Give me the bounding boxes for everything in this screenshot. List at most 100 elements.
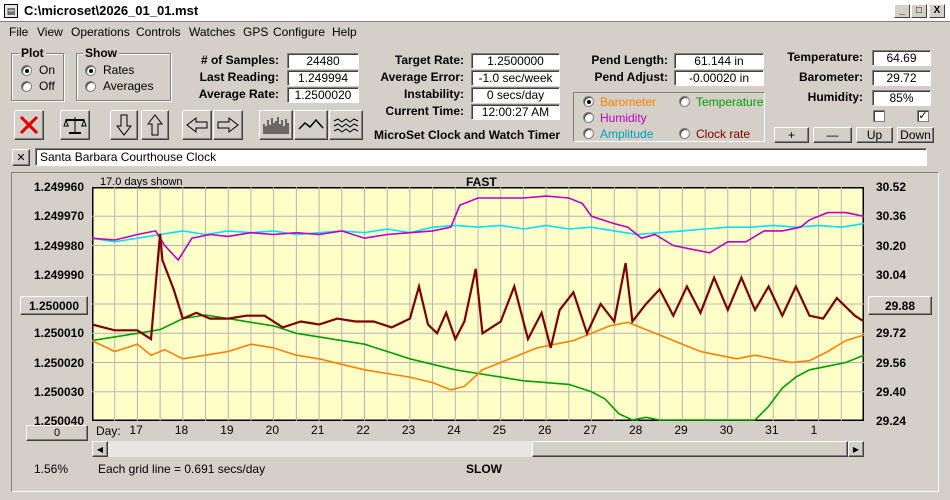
y-tick-left: 1.250010 <box>33 326 84 341</box>
clear-button[interactable] <box>14 110 44 140</box>
amplitude-series-line <box>92 222 864 243</box>
zero-button[interactable]: 0 <box>26 425 88 441</box>
y-tick-right: 30.20 <box>876 238 907 253</box>
arrow-down-icon <box>115 114 133 136</box>
x-tick: 23 <box>401 423 416 437</box>
menu-configure[interactable]: Configure <box>273 25 326 39</box>
down-button[interactable] <box>110 110 138 140</box>
maximize-button[interactable]: □ <box>911 4 927 18</box>
aux-amplitude-radio[interactable] <box>583 128 594 139</box>
aux-temperature-radio[interactable] <box>679 96 690 107</box>
x-tick: 26 <box>538 423 552 437</box>
clear-icon <box>19 115 39 135</box>
last-reading-value: 1.249994 <box>287 70 359 86</box>
env-checkbox-2[interactable]: ✓ <box>917 110 929 122</box>
menu-controls[interactable]: Controls <box>136 25 181 39</box>
env-checkbox-1[interactable] <box>873 110 885 122</box>
x-tick: 24 <box>447 423 461 437</box>
show-averages-label: Averages <box>103 79 154 93</box>
minimize-button[interactable]: _ <box>894 4 910 18</box>
x-tick: 1 <box>810 423 818 437</box>
target-rate-label: Target Rate: <box>394 53 464 67</box>
current-time-label: Current Time: <box>385 104 464 118</box>
left-button[interactable] <box>182 110 212 140</box>
y-tick-right: 30.52 <box>876 180 907 194</box>
instability-label: Instability: <box>403 87 464 101</box>
slow-label: SLOW <box>466 462 502 476</box>
samples-label: # of Samples: <box>200 53 279 67</box>
instability-value: 0 secs/day <box>471 87 560 103</box>
pend-length-value[interactable]: 61.144 in <box>674 53 764 69</box>
bar-chart-icon <box>263 117 289 134</box>
average-error-value: -1.0 sec/week <box>471 70 560 86</box>
up-button[interactable] <box>141 110 169 140</box>
aux-temperature-label: Temperature <box>696 95 764 109</box>
y-tick-left: 1.249980 <box>33 238 84 253</box>
center-rate-button[interactable]: 1.250000 <box>20 296 88 315</box>
aux-humidity-radio[interactable] <box>583 112 594 123</box>
close-clock-button[interactable]: ✕ <box>12 149 30 166</box>
close-button[interactable]: X <box>929 4 945 18</box>
show-rates-label: Rates <box>103 63 135 77</box>
right-button[interactable] <box>213 110 243 140</box>
series-lines <box>92 195 864 421</box>
show-rates-radio[interactable] <box>85 65 96 76</box>
scale-up-button[interactable]: Up <box>856 127 893 143</box>
temperature-series-line <box>92 314 864 421</box>
window-title: C:\microset\2026_01_01.mst <box>24 3 199 18</box>
x-tick: 27 <box>583 423 597 437</box>
x-tick: 20 <box>265 423 279 437</box>
plot-off-radio[interactable] <box>21 81 32 92</box>
scale-minus-button[interactable]: — <box>813 127 852 143</box>
menu-watches[interactable]: Watches <box>189 25 236 39</box>
wave-view-button[interactable] <box>294 110 328 140</box>
horizontal-scrollbar[interactable]: ◀ ▶ <box>92 441 864 457</box>
aux-selector <box>573 92 765 142</box>
aux-clockrate-radio[interactable] <box>679 128 690 139</box>
center-aux-button[interactable]: 29.88 <box>868 296 932 315</box>
x-tick: 17 <box>129 423 143 437</box>
bars-view-button[interactable] <box>259 110 293 140</box>
menu-operations[interactable]: Operations <box>71 25 130 39</box>
aux-barometer-radio[interactable] <box>583 96 594 107</box>
scale-down-button[interactable]: Down <box>897 127 934 143</box>
scroll-thumb[interactable] <box>532 441 848 457</box>
show-averages-radio[interactable] <box>85 81 96 92</box>
x-tick: 28 <box>628 423 643 437</box>
barometer-series-line <box>92 321 864 391</box>
triangle-right-icon: ▶ <box>852 444 860 454</box>
barometer-label: Barometer: <box>798 70 863 84</box>
rate-series-line <box>92 233 864 349</box>
menu-view[interactable]: View <box>37 25 63 39</box>
barometer-value: 29.72 <box>872 70 931 86</box>
multi-wave-view-button[interactable] <box>329 110 363 140</box>
app-icon[interactable]: ▤ <box>4 4 18 18</box>
scroll-right-button[interactable]: ▶ <box>848 441 864 457</box>
target-rate-value[interactable]: 1.2500000 <box>471 53 560 69</box>
balance-button[interactable] <box>60 110 90 140</box>
triangle-left-icon: ◀ <box>96 444 104 454</box>
x-tick: 18 <box>174 423 189 437</box>
plot-on-label: On <box>39 63 56 77</box>
x-tick: 29 <box>674 423 688 437</box>
app-title: MicroSet Clock and Watch Timer <box>374 128 561 142</box>
multi-wave-icon <box>333 118 359 133</box>
aux-amplitude-label: Amplitude <box>600 127 654 141</box>
balance-scale-icon <box>63 117 87 134</box>
y-tick-left: 1.250040 <box>33 414 84 428</box>
plot-on-radio[interactable] <box>21 65 32 76</box>
scale-plus-button[interactable]: + <box>774 127 809 143</box>
menu-file[interactable]: File <box>9 25 29 39</box>
x-tick: 31 <box>765 423 779 437</box>
scroll-left-button[interactable]: ◀ <box>92 441 108 457</box>
clock-name-field[interactable]: Santa Barbara Courthouse Clock <box>35 148 927 166</box>
last-reading-label: Last Reading: <box>199 70 279 84</box>
menu-help[interactable]: Help <box>332 25 357 39</box>
menu-gps[interactable]: GPS <box>243 25 269 39</box>
plot-group-legend: Plot <box>19 46 46 60</box>
y-tick-left: 1.250020 <box>33 355 84 370</box>
scale-percent: 1.56% <box>34 462 69 476</box>
y-tick-right: 29.24 <box>876 414 907 428</box>
temperature-label: Temperature: <box>787 50 863 64</box>
rate-chart <box>92 187 864 421</box>
